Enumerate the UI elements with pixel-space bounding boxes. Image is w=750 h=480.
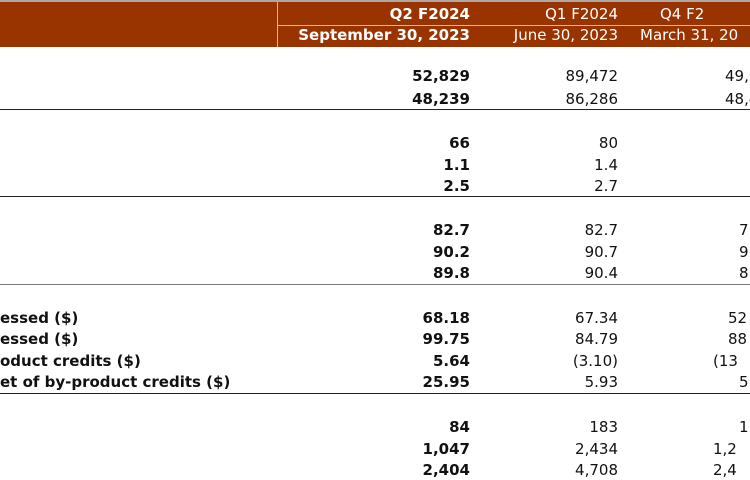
cell-q2-f2024: 99.75 xyxy=(422,330,470,348)
column-header-q4: Q4 F2 xyxy=(660,5,705,23)
column-date-q2: September 30, 2023 xyxy=(298,26,470,44)
row-label: oduct credits ($) xyxy=(0,352,141,370)
cell-q2-f2024: 90.2 xyxy=(432,243,470,261)
column-date-q1: June 30, 2023 xyxy=(513,26,618,44)
cell-q1-f2024: 90.4 xyxy=(584,264,618,282)
cell-q1-f2024: 2.7 xyxy=(594,177,618,195)
cell-q2-f2024: 89.8 xyxy=(432,264,470,282)
cell-q1-f2024: 1.4 xyxy=(594,156,618,174)
cell-q1-f2024: 67.34 xyxy=(575,309,618,327)
cell-q1-f2024: 80 xyxy=(598,134,618,152)
cell-q2-f2024: 82.7 xyxy=(432,221,470,239)
column-header-q2-f2024: Q2 F2024 xyxy=(389,5,470,23)
cell-q2-f2024: 25.95 xyxy=(422,373,470,391)
cell-q4: 5 xyxy=(739,373,749,391)
cell-q4: (13 xyxy=(713,352,738,370)
cell-q4: 9 xyxy=(739,243,749,261)
cell-q2-f2024: 52,829 xyxy=(412,67,470,85)
header-divider xyxy=(277,25,750,26)
section-rule xyxy=(0,393,750,394)
cell-q1-f2024: 90.7 xyxy=(584,243,618,261)
cell-q1-f2024: 86,286 xyxy=(565,90,619,108)
cell-q2-f2024: 68.18 xyxy=(422,309,470,327)
cell-q2-f2024: 1,047 xyxy=(422,440,470,458)
row-label: et of by-product credits ($) xyxy=(0,373,231,391)
cell-q1-f2024: 4,708 xyxy=(575,461,618,479)
table-header: Q2 F2024 Q1 F2024 Q4 F2 September 30, 20… xyxy=(0,0,750,47)
section-rule xyxy=(0,284,750,285)
cell-q2-f2024: 5.64 xyxy=(432,352,470,370)
cell-q2-f2024: 84 xyxy=(449,418,470,436)
cell-q1-f2024: 2,434 xyxy=(575,440,618,458)
cell-q4: 49,6 xyxy=(725,67,750,85)
cell-q2-f2024: 2.5 xyxy=(443,177,470,195)
cell-q1-f2024: 5.93 xyxy=(584,373,618,391)
cell-q2-f2024: 2,404 xyxy=(422,461,470,479)
cell-q4: 1 xyxy=(739,418,749,436)
cell-q1-f2024: 89,472 xyxy=(565,67,619,85)
cell-q4: 1,2 xyxy=(713,440,737,458)
section-rule xyxy=(0,196,750,197)
cell-q4: 48,4 xyxy=(725,90,750,108)
cell-q1-f2024: 183 xyxy=(589,418,618,436)
cell-q2-f2024: 48,239 xyxy=(412,90,470,108)
column-header-q1-f2024: Q1 F2024 xyxy=(545,5,618,23)
cell-q2-f2024: 66 xyxy=(449,134,470,152)
column-date-q4: March 31, 20 xyxy=(640,26,739,44)
cell-q4: 52 xyxy=(728,309,748,327)
cell-q2-f2024: 1.1 xyxy=(443,156,470,174)
cell-q4: 2,4 xyxy=(713,461,737,479)
cell-q4: 8 xyxy=(739,264,749,282)
row-label: essed ($) xyxy=(0,309,79,327)
cell-q4: 88 xyxy=(728,330,748,348)
cell-q1-f2024: 84.79 xyxy=(575,330,618,348)
section-rule xyxy=(0,109,750,110)
row-label: essed ($) xyxy=(0,330,79,348)
cell-q1-f2024: (3.10) xyxy=(572,352,618,370)
cell-q4: 7 xyxy=(739,221,749,239)
header-divider xyxy=(277,2,278,47)
cell-q1-f2024: 82.7 xyxy=(584,221,618,239)
